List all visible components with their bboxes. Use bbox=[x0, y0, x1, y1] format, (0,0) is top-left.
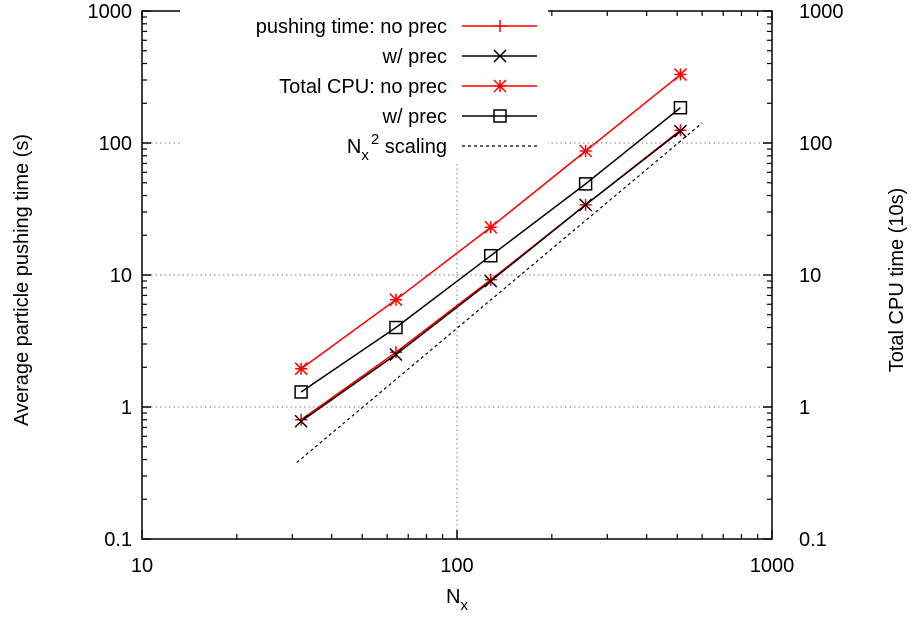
data-point bbox=[579, 144, 593, 158]
data-point bbox=[389, 347, 403, 362]
data-point bbox=[389, 293, 403, 307]
data-point bbox=[484, 220, 498, 234]
y-tick-label: 0.1 bbox=[104, 529, 132, 551]
series-4 bbox=[296, 122, 703, 463]
legend-label: w/ prec bbox=[382, 106, 447, 128]
series-2 bbox=[294, 68, 687, 376]
y-axis-label: Average particle pushing time (s) bbox=[11, 134, 33, 426]
legend-label: Nx2 scaling bbox=[347, 131, 447, 164]
y2-tick-label: 1 bbox=[799, 397, 810, 419]
data-point bbox=[579, 198, 593, 212]
data-point bbox=[294, 414, 308, 428]
legend-label-main: N bbox=[347, 136, 361, 158]
legend-label: pushing time: no prec bbox=[256, 16, 447, 38]
legend-label-suffix: scaling bbox=[379, 136, 447, 158]
data-point bbox=[294, 385, 308, 399]
y2-tick-label: 0.1 bbox=[799, 529, 827, 551]
y2-axis-label: Total CPU time (10s) bbox=[886, 188, 908, 373]
data-point bbox=[673, 100, 688, 115]
data-point bbox=[389, 320, 403, 335]
data-point bbox=[295, 413, 308, 426]
x-axis-label-subscript: x bbox=[460, 597, 468, 614]
legend-marker bbox=[493, 109, 507, 123]
x-axis-label: Nx bbox=[446, 586, 468, 614]
data-point bbox=[484, 274, 498, 288]
x-axis-label-main: N bbox=[446, 586, 460, 608]
x-tick-label: 10 bbox=[131, 555, 153, 577]
legend-label: Total CPU: no prec bbox=[279, 76, 447, 98]
legend-label-subscript: x bbox=[361, 147, 369, 164]
y-tick-label: 1 bbox=[121, 397, 132, 419]
y-tick-label: 10 bbox=[110, 265, 132, 287]
data-point bbox=[484, 248, 498, 263]
series-line bbox=[296, 122, 703, 463]
x-tick-label: 1000 bbox=[750, 555, 795, 577]
legend-label-superscript: 2 bbox=[371, 131, 379, 148]
data-point bbox=[389, 346, 402, 359]
legend-label: w/ prec bbox=[382, 46, 447, 68]
legend-marker bbox=[493, 49, 507, 63]
x-tick-label: 100 bbox=[440, 555, 473, 577]
data-point bbox=[673, 124, 687, 138]
y2-tick-label: 1000 bbox=[799, 1, 844, 23]
legend-marker bbox=[493, 79, 507, 93]
series-1 bbox=[294, 124, 687, 428]
data-point bbox=[294, 362, 308, 376]
data-point bbox=[484, 273, 497, 286]
series-layer bbox=[294, 68, 703, 463]
y2-tick-label: 10 bbox=[799, 265, 821, 287]
legend-background bbox=[180, 8, 548, 161]
y-tick-label: 100 bbox=[99, 133, 132, 155]
series-3 bbox=[294, 100, 688, 399]
series-line bbox=[300, 107, 681, 393]
y-tick-label: 1000 bbox=[88, 1, 133, 23]
data-point bbox=[673, 68, 687, 82]
legend: pushing time: no prec w/ prec Total CPU: n… bbox=[180, 8, 548, 164]
y2-tick-label: 100 bbox=[799, 133, 832, 155]
legend-marker bbox=[494, 20, 506, 32]
data-point bbox=[578, 177, 593, 191]
